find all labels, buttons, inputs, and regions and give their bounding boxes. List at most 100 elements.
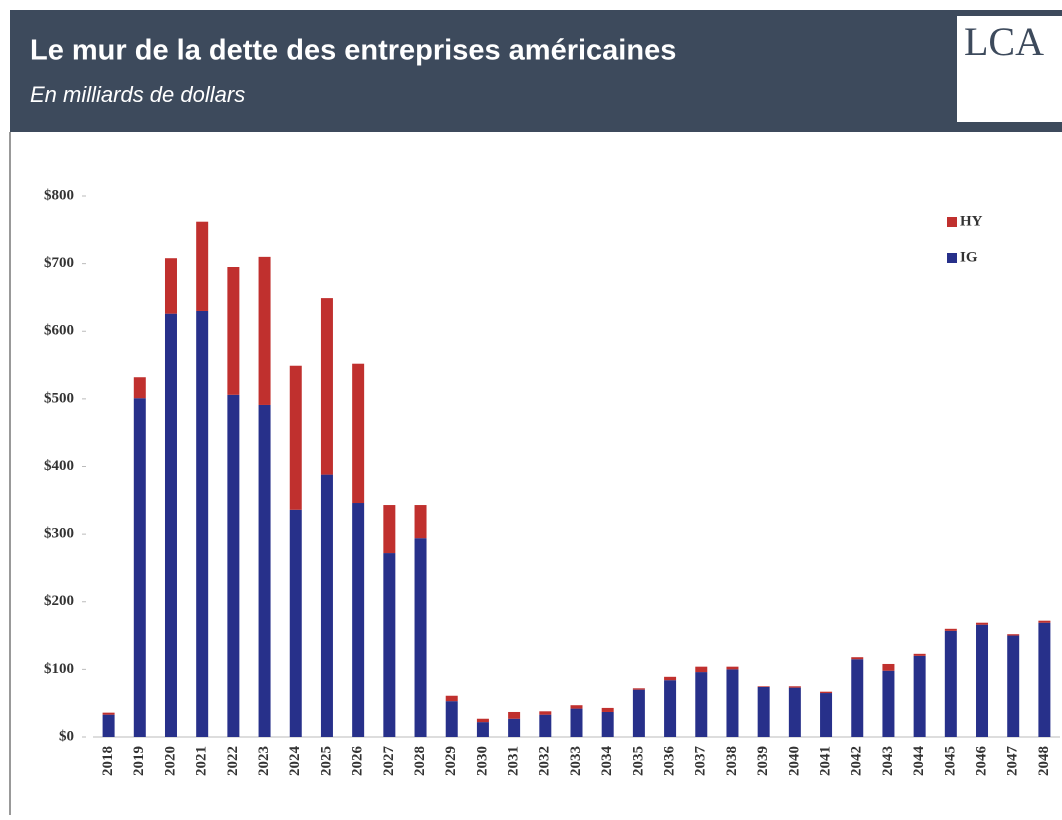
bar-segment [851, 657, 864, 660]
bar-segment [414, 538, 427, 737]
bar-segment [1038, 622, 1051, 737]
bar-segment [102, 712, 115, 715]
x-tick-label: 2046 [973, 746, 989, 777]
bar-segment [664, 680, 677, 737]
x-tick-label: 2044 [911, 746, 927, 777]
bar-segment [601, 711, 614, 737]
x-tick-label: 2047 [1005, 746, 1021, 777]
x-tick-label: 2032 [537, 746, 553, 776]
bar-segment [976, 624, 989, 737]
x-tick-label: 2035 [630, 746, 646, 776]
bar-segment [664, 676, 677, 681]
bar-segment [508, 718, 521, 737]
x-tick-label: 2034 [599, 746, 615, 777]
bar-segment [227, 267, 240, 395]
legend-swatch [947, 253, 957, 263]
bar-segment [851, 659, 864, 737]
bar-segment [944, 630, 957, 737]
x-tick-label: 2021 [194, 746, 210, 776]
bar-segment [196, 310, 209, 737]
bar-segment [227, 394, 240, 737]
x-tick-label: 2019 [131, 746, 147, 776]
logo-box [957, 16, 1062, 122]
bar-segment [632, 688, 645, 690]
y-tick-label: $300 [44, 526, 74, 542]
chart-title: Le mur de la dette des entreprises améri… [30, 35, 676, 67]
bar-segment [882, 670, 895, 737]
bar-segment [882, 663, 895, 671]
bar-segment [726, 669, 739, 737]
bar-segment [164, 258, 177, 314]
bar-segment [352, 363, 365, 504]
bar-segment [133, 398, 146, 737]
bar-segment [788, 687, 801, 737]
bar-segment [1038, 620, 1051, 623]
bar-segment [383, 505, 396, 554]
bar-segment [570, 708, 583, 737]
bar-segment [570, 705, 583, 709]
bar-segment [476, 722, 489, 737]
bar-segment [695, 666, 708, 673]
bar-segment [976, 622, 989, 625]
bar-segment [788, 686, 801, 688]
bar-segment [164, 313, 177, 737]
y-tick-label: $400 [44, 458, 74, 474]
y-tick-label: $100 [44, 661, 74, 677]
x-tick-label: 2031 [506, 746, 522, 776]
bar-segment [196, 221, 209, 311]
bar-segment [1007, 634, 1020, 636]
bar-segment [289, 365, 302, 510]
x-tick-label: 2041 [817, 746, 833, 776]
x-tick-label: 2039 [755, 746, 771, 776]
bar-segment [820, 691, 833, 694]
bar-segment [445, 701, 458, 737]
logo: LCA [964, 19, 1044, 64]
x-tick-label: 2043 [880, 746, 896, 776]
x-tick-label: 2022 [225, 746, 241, 776]
x-tick-label: 2030 [474, 746, 490, 776]
y-tick-label: $600 [44, 323, 74, 339]
bar-segment [695, 672, 708, 737]
bar-segment [913, 653, 926, 656]
x-tick-label: 2038 [724, 746, 740, 776]
bar-segment [383, 553, 396, 737]
bar-segment [320, 474, 333, 737]
x-tick-label: 2026 [350, 746, 366, 777]
chart-subtitle: En milliards de dollars [30, 82, 245, 107]
x-tick-label: 2029 [443, 746, 459, 776]
x-tick-label: 2048 [1036, 746, 1052, 776]
bar-segment [601, 707, 614, 712]
bar-segment [258, 256, 271, 405]
y-tick-label: $0 [59, 728, 74, 744]
x-tick-label: 2024 [287, 746, 303, 777]
bar-segment [539, 711, 552, 715]
x-tick-label: 2028 [412, 746, 428, 776]
x-tick-label: 2042 [849, 746, 865, 776]
legend-label: HY [960, 213, 983, 229]
bar-segment [289, 509, 302, 737]
bar-segment [414, 505, 427, 539]
x-tick-label: 2025 [318, 746, 334, 776]
bar-segment [757, 686, 770, 687]
x-tick-label: 2040 [786, 746, 802, 776]
header-band [10, 10, 1062, 132]
bar-segment [820, 693, 833, 737]
x-tick-label: 2037 [693, 746, 709, 777]
x-tick-label: 2036 [662, 746, 678, 777]
x-tick-label: 2023 [256, 746, 272, 776]
y-tick-label: $200 [44, 593, 74, 609]
x-tick-label: 2020 [162, 746, 178, 776]
bar-segment [133, 377, 146, 399]
legend-swatch [947, 217, 957, 227]
bar-segment [757, 686, 770, 737]
bar-segment [258, 404, 271, 737]
bar-segment [508, 711, 521, 719]
y-tick-label: $700 [44, 255, 74, 271]
bar-segment [539, 714, 552, 737]
bar-segment [632, 689, 645, 737]
x-tick-label: 2027 [381, 746, 397, 777]
y-tick-label: $800 [44, 187, 74, 203]
bar-segment [1007, 635, 1020, 737]
bar-segment [102, 714, 115, 737]
